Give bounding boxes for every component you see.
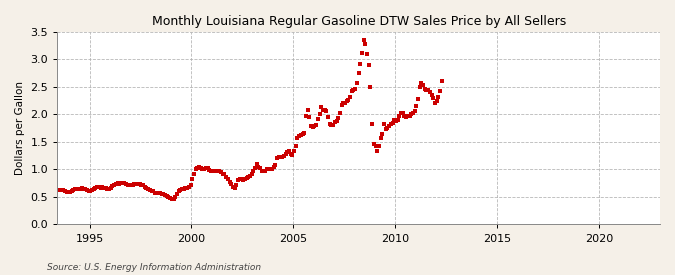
Text: Source: U.S. Energy Information Administration: Source: U.S. Energy Information Administ… bbox=[47, 263, 261, 272]
Y-axis label: Dollars per Gallon: Dollars per Gallon bbox=[15, 81, 25, 175]
Title: Monthly Louisiana Regular Gasoline DTW Sales Price by All Sellers: Monthly Louisiana Regular Gasoline DTW S… bbox=[152, 15, 566, 28]
